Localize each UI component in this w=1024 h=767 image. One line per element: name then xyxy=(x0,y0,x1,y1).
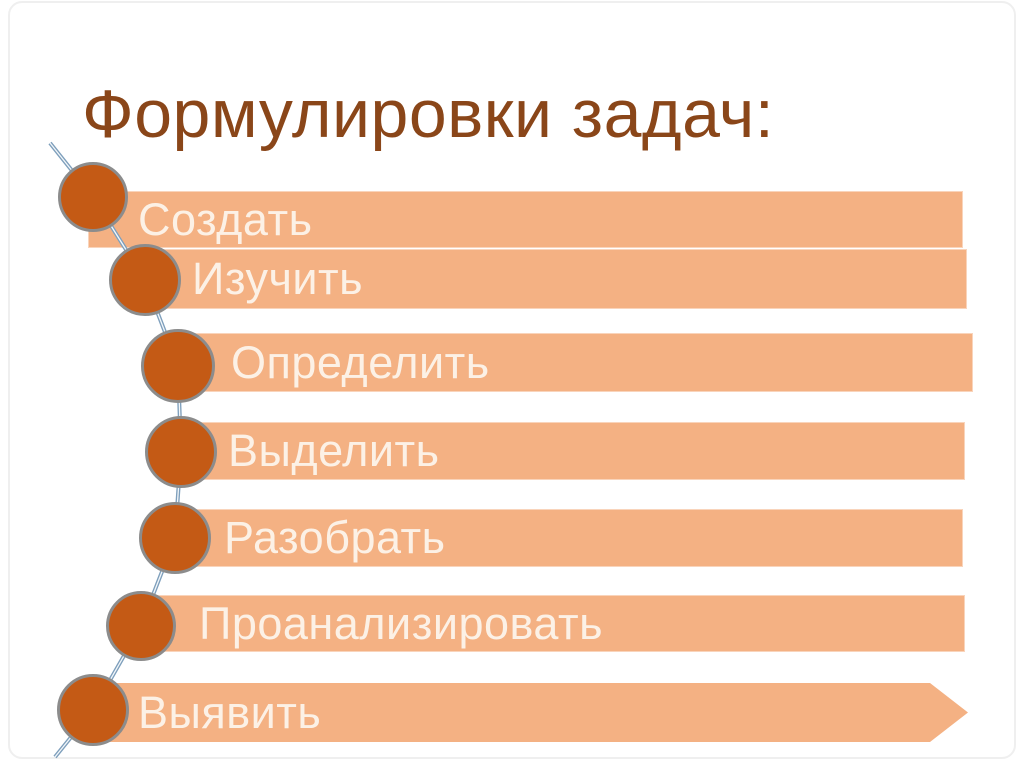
process-bar-label: Выявить xyxy=(138,687,322,738)
process-bar-label: Определить xyxy=(231,337,490,388)
process-step-circle xyxy=(109,244,181,316)
process-step-circle xyxy=(139,502,211,574)
slide-title: Формулировки задач: xyxy=(82,76,775,152)
process-step-circle xyxy=(57,674,129,746)
process-bar-label: Проанализировать xyxy=(199,598,604,649)
process-bar-label: Изучить xyxy=(192,253,364,304)
process-step-circle xyxy=(141,329,215,403)
process-bar: Создать xyxy=(88,191,963,248)
process-bar: Проанализировать xyxy=(136,595,965,652)
process-bar-label: Создать xyxy=(138,194,313,245)
process-bar: Выявить xyxy=(88,683,968,742)
process-bar: Изучить xyxy=(140,249,967,309)
process-bar-label: Выделить xyxy=(228,425,440,476)
process-bar-label: Разобрать xyxy=(224,512,446,563)
process-bar: Выделить xyxy=(176,422,965,480)
process-step-circle xyxy=(58,162,128,232)
process-bar: Разобрать xyxy=(170,509,963,567)
process-step-circle xyxy=(106,591,176,661)
process-step-circle xyxy=(145,416,217,488)
process-bar: Определить xyxy=(173,333,973,392)
